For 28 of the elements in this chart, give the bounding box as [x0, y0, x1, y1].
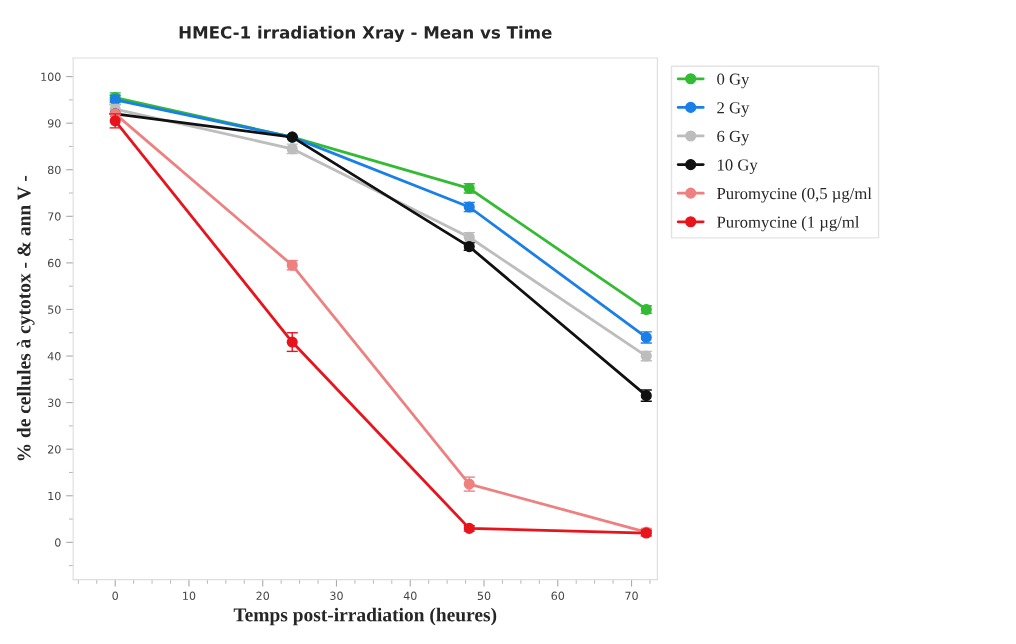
- y-tick-label: 60: [47, 258, 61, 268]
- x-tick-label: 0: [112, 591, 118, 601]
- x-tick-label: 60: [551, 591, 565, 601]
- y-tick-label: 40: [47, 352, 61, 361]
- y-tick-label: 80: [47, 165, 61, 175]
- x-tick-label: 40: [403, 591, 417, 601]
- x-tick-label: 10: [183, 591, 196, 601]
- legend-label: Puromycine (0,5 µg/ml: [717, 187, 872, 203]
- y-tick-label: 10: [48, 491, 61, 501]
- legend-label: 10 Gy: [717, 159, 758, 175]
- x-tick-label: 30: [330, 591, 343, 601]
- y-tick-label: 0: [55, 538, 61, 547]
- y-tick-label: 100: [41, 72, 61, 81]
- legend-label: 0 Gy: [717, 73, 750, 89]
- y-tick-label: 70: [48, 212, 61, 221]
- chart-title: HMEC-1 irradiation Xray - Mean vs Time: [179, 25, 552, 43]
- y-tick-label: 30: [48, 398, 61, 407]
- x-tick-label: 50: [477, 591, 491, 601]
- legend-label: Puromycine (1 µg/ml: [717, 216, 860, 232]
- legend-label: 2 Gy: [717, 102, 750, 117]
- legend-label: 6 Gy: [717, 130, 750, 146]
- x-axis-title: Temps post-irradiation (heures): [233, 607, 497, 626]
- y-axis-title: % de cellules à cytotox - & ann V -: [16, 175, 35, 461]
- y-tick-label: 90: [47, 119, 61, 128]
- x-tick-label: 70: [625, 591, 638, 601]
- x-tick-label: 20: [256, 591, 270, 601]
- y-tick-label: 50: [48, 305, 61, 314]
- y-tick-label: 20: [48, 445, 61, 454]
